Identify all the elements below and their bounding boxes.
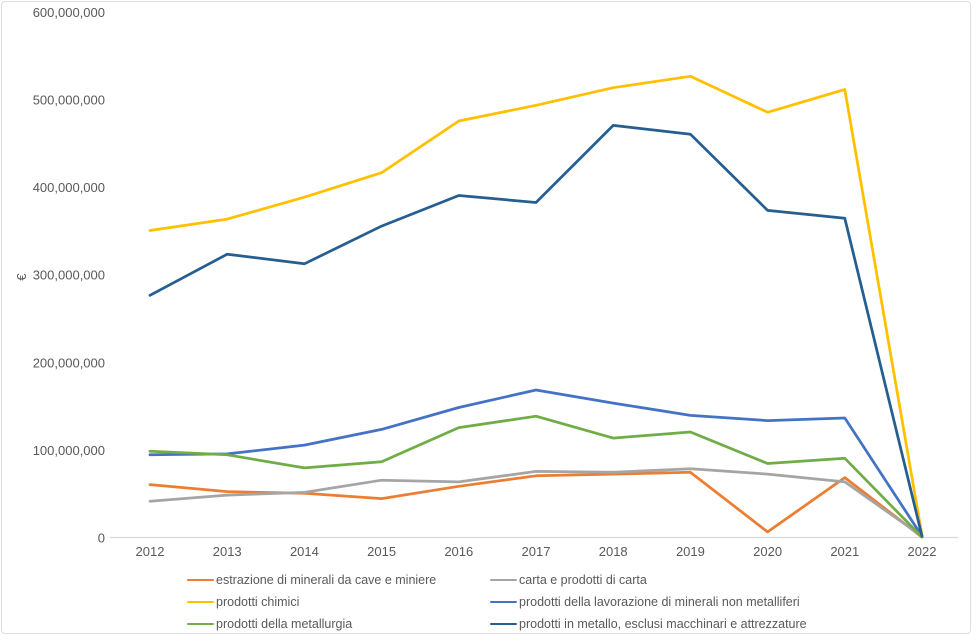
y-axis-tick-label: 600,000,000 (33, 5, 105, 20)
x-axis-label: 2020 (753, 544, 782, 559)
x-axis-label: 2019 (676, 544, 705, 559)
y-axis-tick-label: 100,000,000 (33, 443, 105, 458)
y-axis-tick-label: 400,000,000 (33, 180, 105, 195)
y-axis-tick-label: 500,000,000 (33, 93, 105, 108)
series-line-2 (148, 467, 924, 538)
x-axis-label: 2021 (830, 544, 859, 559)
x-axis-label: 2018 (599, 544, 628, 559)
y-axis-tick-label: 300,000,000 (33, 268, 105, 283)
series-line-6 (148, 124, 924, 538)
x-axis-label: 2014 (290, 544, 319, 559)
y-axis-tick-label: 0 (98, 531, 105, 546)
x-axis-label: 2017 (522, 544, 551, 559)
x-axis-label: 2022 (908, 544, 937, 559)
y-axis-tick-label: 200,000,000 (33, 355, 105, 370)
series-line-5 (148, 414, 924, 539)
x-axis-label: 2015 (367, 544, 396, 559)
series-line-3 (148, 74, 924, 537)
x-axis-label: 2016 (444, 544, 473, 559)
x-axis-label: 2012 (136, 544, 165, 559)
y-axis-title: € (14, 273, 29, 281)
x-axis-label: 2013 (213, 544, 242, 559)
series-line-1 (148, 470, 924, 539)
series-line-4 (148, 388, 924, 538)
